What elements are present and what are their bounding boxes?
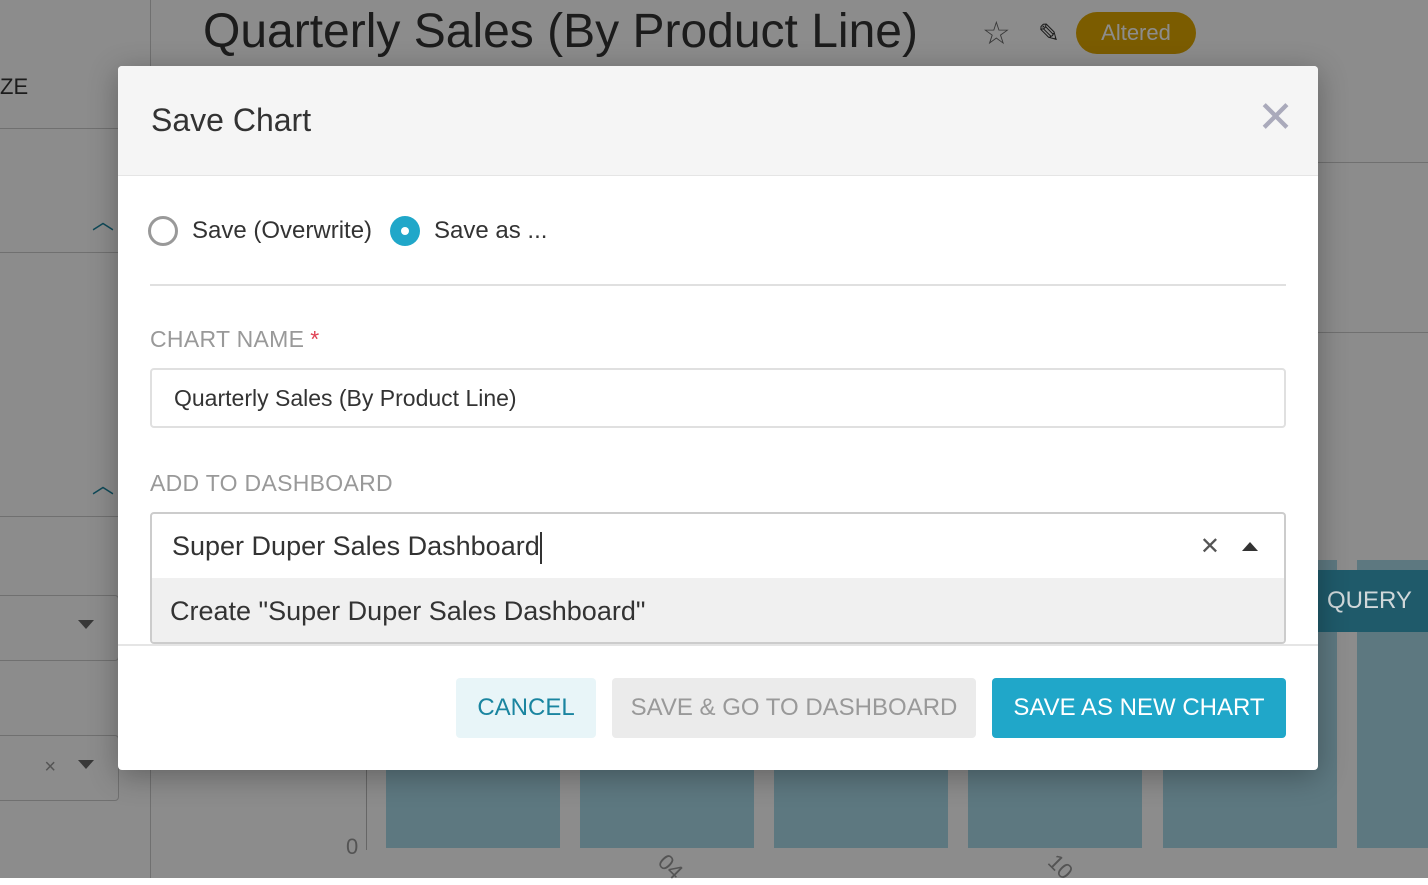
divider — [1318, 162, 1428, 163]
dashboard-input[interactable]: Super Duper Sales Dashboard — [152, 514, 1284, 578]
dashboard-label: ADD TO DASHBOARD — [150, 470, 393, 496]
chevron-down-icon — [78, 760, 94, 769]
radio-save-as[interactable] — [390, 216, 421, 246]
edit-icon[interactable]: ✎ — [1038, 18, 1060, 48]
dropdown-option-create[interactable]: Create "Super Duper Sales Dashboard" — [152, 578, 1284, 642]
radio-label[interactable]: Save as ... — [434, 217, 548, 244]
chevron-down-icon — [78, 620, 94, 629]
modal-header: Save Chart ✕ — [118, 66, 1318, 176]
save-go-to-dashboard-button[interactable]: SAVE & GO TO DASHBOARD — [612, 678, 976, 738]
chart-name-input[interactable]: Quarterly Sales (By Product Line) — [150, 368, 1286, 428]
required-marker: * — [310, 326, 320, 352]
text-cursor — [539, 531, 542, 564]
close-icon[interactable]: ✕ — [1257, 93, 1294, 142]
chevron-up-icon[interactable]: ︿ — [92, 209, 115, 234]
y-tick-label: 0 — [346, 834, 359, 859]
star-icon[interactable]: ☆ — [982, 15, 1011, 51]
chart-name-label: CHART NAME * — [150, 326, 320, 353]
panel-label: ZE — [0, 74, 29, 99]
divider — [1318, 332, 1428, 333]
save-mode-radios: Save (Overwrite) Save as ... — [148, 216, 547, 246]
divider — [150, 284, 1286, 286]
dashboard-select[interactable]: Super Duper Sales Dashboard ✕ Create "Su… — [150, 512, 1286, 644]
chevron-up-icon[interactable]: ︿ — [92, 473, 115, 498]
save-as-new-chart-button[interactable]: SAVE AS NEW CHART — [992, 678, 1286, 738]
status-badge: Altered — [1076, 12, 1196, 54]
save-chart-modal: Save Chart ✕ Save (Overwrite) Save as ..… — [118, 66, 1318, 770]
label-text: CHART NAME — [150, 326, 305, 352]
divider — [0, 516, 151, 517]
run-query-button[interactable]: QUERY — [1318, 570, 1428, 632]
modal-footer: CANCEL SAVE & GO TO DASHBOARD SAVE AS NE… — [118, 644, 1318, 770]
radio-label[interactable]: Save (Overwrite) — [192, 217, 373, 244]
radio-overwrite[interactable] — [148, 216, 178, 246]
modal-title: Save Chart — [151, 102, 312, 138]
divider — [0, 252, 151, 253]
clear-icon[interactable]: ✕ — [1199, 533, 1220, 560]
chart-title[interactable]: Quarterly Sales (By Product Line) — [203, 5, 918, 58]
cancel-button[interactable]: CANCEL — [456, 678, 596, 738]
divider — [0, 128, 151, 129]
chevron-up-icon[interactable] — [1242, 542, 1258, 551]
clear-icon[interactable]: × — [44, 756, 56, 778]
dashboard-input-text: Super Duper Sales Dashboard — [172, 531, 540, 561]
